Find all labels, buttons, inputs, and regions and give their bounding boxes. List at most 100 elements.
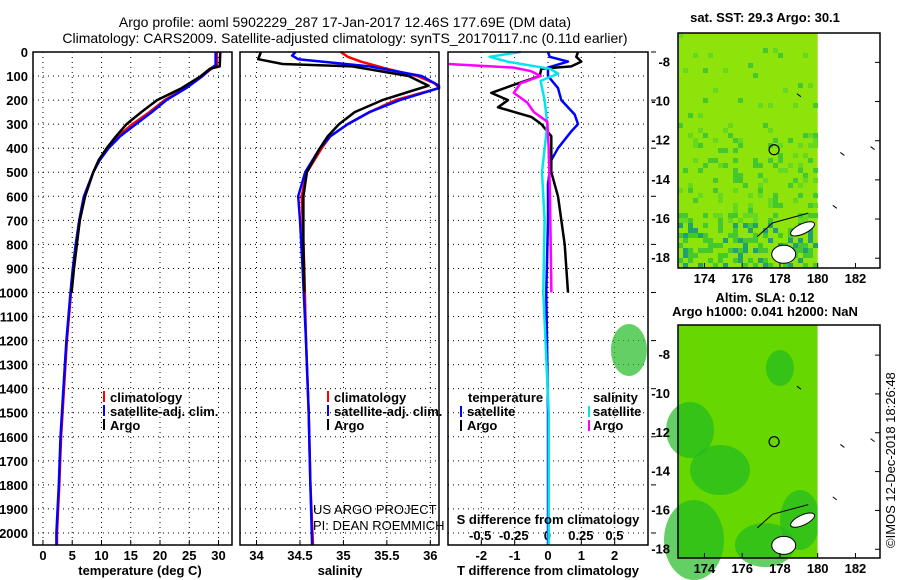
sst-cell [738, 143, 743, 148]
lat-tick-label: -14 [651, 172, 671, 187]
sst-cell [753, 263, 758, 268]
sst-cell [678, 243, 683, 248]
sla-map-panel: 174 176 178 180 182 -8 -10 -12 -14 -16 -18 [610, 324, 881, 580]
sst-cell [798, 83, 803, 88]
lat-tick-label: -10 [651, 386, 670, 401]
sst-cell [718, 218, 723, 223]
sst-cell [798, 193, 803, 198]
sst-cell [773, 228, 778, 233]
sst-cell [683, 233, 688, 238]
sst-cell [748, 223, 753, 228]
sst-cell [708, 238, 713, 243]
sst-cell [683, 213, 688, 218]
sst-cell [803, 263, 808, 268]
sst-cell [733, 258, 738, 263]
sst-cell [753, 218, 758, 223]
sst-cell [798, 168, 803, 173]
sst-cell [758, 248, 763, 253]
sst-cell [748, 213, 753, 218]
sst-cell [728, 133, 733, 138]
x-tick-label: 36 [423, 548, 437, 563]
sst-cell [708, 53, 713, 58]
lat-tick-label: -12 [651, 133, 670, 148]
sst-cell [713, 178, 718, 183]
sst-cell [688, 188, 693, 193]
sst-cell [788, 163, 793, 168]
sst-cell [733, 203, 738, 208]
sst-cell [698, 193, 703, 198]
sst-cell [768, 128, 773, 133]
lat-tick-label: -8 [658, 54, 670, 69]
depth-tick-label: 500 [6, 165, 28, 180]
sst-cell [803, 253, 808, 258]
sst-cell [733, 173, 738, 178]
sst-cell [713, 263, 718, 268]
x-tick-label: 0 [544, 548, 551, 563]
sst-cell [813, 138, 818, 143]
sst-cell [708, 158, 713, 163]
sst-cell [678, 218, 683, 223]
depth-tick-label: 1300 [0, 358, 28, 373]
x-tick-label: 25 [182, 548, 196, 563]
sst-cell [748, 238, 753, 243]
sst-cell [693, 233, 698, 238]
lat-tick-label: -10 [651, 94, 670, 109]
sst-cell [803, 213, 808, 218]
sst-cell [693, 198, 698, 203]
sst-cell [778, 168, 783, 173]
sla-blob [610, 324, 647, 376]
sst-cell [793, 243, 798, 248]
legend-t-satellite: satellite [467, 404, 515, 419]
sst-cell [798, 258, 803, 263]
sst-cell [678, 258, 683, 263]
sst-cell [718, 198, 723, 203]
sst-cell [763, 123, 768, 128]
temperature-legend: climatology satellite-adj. clim. Argo [103, 390, 218, 433]
lon-tick-label: 176 [731, 561, 753, 576]
sst-cell [678, 213, 683, 218]
sst-cell [813, 193, 818, 198]
sst-cell [813, 263, 818, 268]
sst-cell [763, 233, 768, 238]
sst-cell [763, 258, 768, 263]
sst-cell [743, 238, 748, 243]
sst-cell [688, 253, 693, 258]
difference-panel: -2 -1 0 1 2-0.5 -0.25 0 0.25 0.5 [447, 50, 656, 563]
sst-cell [813, 133, 818, 138]
x-tick-label: 34 [249, 548, 264, 563]
sst-cell [733, 233, 738, 238]
series-t-argo [490, 51, 583, 293]
sst-cell [748, 258, 753, 263]
sst-cell [758, 258, 763, 263]
x-tick-label: 0 [39, 548, 46, 563]
sst-cell [748, 208, 753, 213]
depth-tick-label: 400 [6, 141, 28, 156]
sst-cell [753, 233, 758, 238]
series-satellite-adj-clim- [290, 51, 441, 546]
sst-cell [798, 248, 803, 253]
sst-cell [743, 263, 748, 268]
sst-cell [793, 103, 798, 108]
sst-cell [738, 173, 743, 178]
legend-satellite: satellite-adj. clim. [334, 404, 442, 419]
argo-position-marker [768, 144, 780, 156]
legend-s-argo: Argo [593, 418, 623, 433]
sst-cell [683, 68, 688, 73]
series-satellite-adj-clim- [55, 52, 217, 545]
sst-cell [763, 48, 768, 53]
sst-cell [783, 88, 788, 93]
sst-cell [738, 253, 743, 258]
sst-cell [808, 248, 813, 253]
sst-cell [708, 248, 713, 253]
sst-cell [718, 243, 723, 248]
sst-cell [763, 263, 768, 268]
sla-blob [765, 350, 794, 386]
sst-cell [693, 53, 698, 58]
s-diff-tick-label: -0.5 [469, 528, 491, 543]
sst-cell [693, 138, 698, 143]
sla-map-title-2: Argo h1000: 0.041 h2000: NaN [672, 304, 858, 319]
x-tick-label: 34.5 [287, 548, 312, 563]
sst-cell [688, 223, 693, 228]
sst-cell [683, 248, 688, 253]
